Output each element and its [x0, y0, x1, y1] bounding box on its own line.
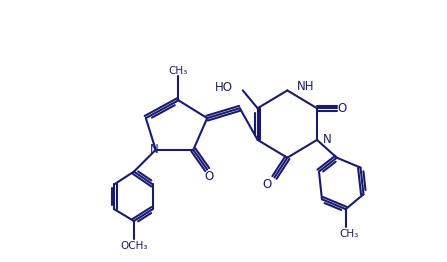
Text: N: N [323, 133, 332, 146]
Text: HO: HO [215, 81, 233, 94]
Text: N: N [150, 143, 159, 156]
Text: NH: NH [297, 80, 315, 93]
Text: CH₃: CH₃ [339, 229, 358, 239]
Text: O: O [205, 170, 214, 183]
Text: OCH₃: OCH₃ [120, 241, 148, 251]
Text: CH₃: CH₃ [169, 66, 188, 76]
Text: O: O [337, 102, 346, 115]
Text: O: O [262, 178, 271, 191]
